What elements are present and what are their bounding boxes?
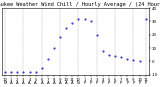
Title: Milwaukee Weather Wind Chill / Hourly Average / (24 Hours): Milwaukee Weather Wind Chill / Hourly Av… <box>0 2 160 7</box>
